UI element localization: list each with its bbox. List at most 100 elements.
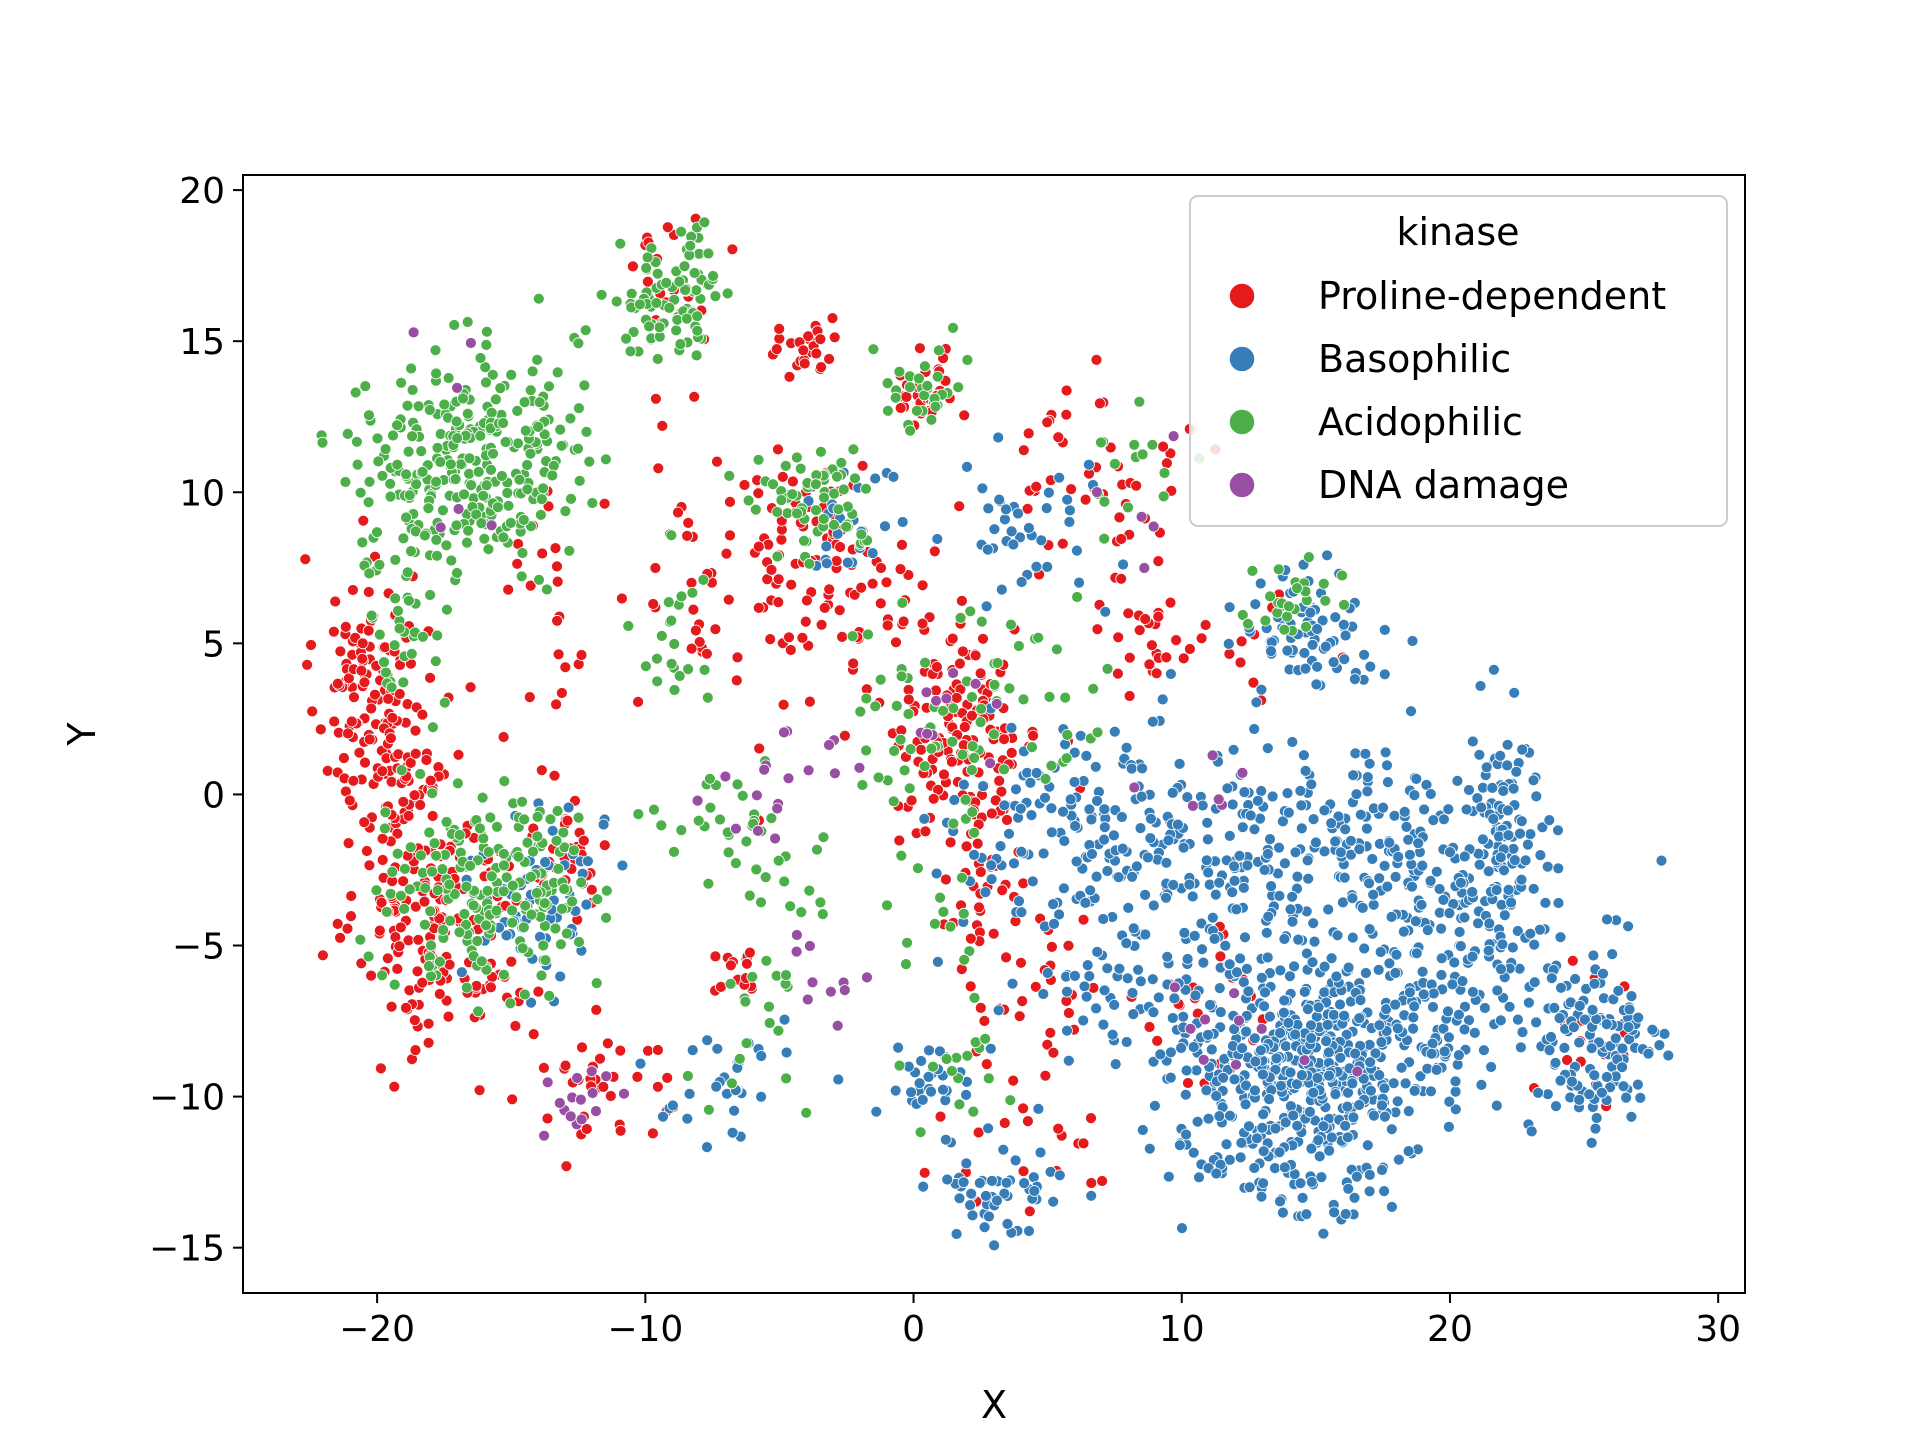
- data-point: [1385, 1123, 1398, 1136]
- data-point: [1136, 762, 1148, 775]
- x-axis: −20 −10 0 10 20 30: [339, 1293, 1741, 1350]
- data-point: [1383, 957, 1396, 970]
- data-point: [650, 392, 662, 405]
- data-point: [576, 1041, 588, 1054]
- data-point: [1116, 842, 1129, 855]
- data-point: [950, 1228, 963, 1240]
- data-point: [1298, 986, 1311, 998]
- data-point: [1466, 735, 1479, 748]
- data-point: [833, 604, 846, 617]
- data-point: [682, 663, 694, 675]
- data-point: [1354, 808, 1367, 821]
- data-point: [331, 677, 344, 690]
- data-point: [551, 575, 564, 588]
- data-point: [384, 490, 397, 503]
- data-point: [1389, 998, 1402, 1011]
- data-point: [771, 550, 784, 563]
- data-point: [622, 620, 635, 632]
- data-point: [614, 1124, 627, 1137]
- data-point: [430, 367, 443, 380]
- data-point: [1013, 1010, 1026, 1023]
- data-point: [1453, 926, 1466, 938]
- data-point: [1646, 1023, 1659, 1036]
- data-point: [1391, 1095, 1404, 1108]
- data-point: [434, 428, 447, 440]
- data-point: [1023, 1205, 1036, 1218]
- data-point: [1173, 758, 1186, 770]
- data-point: [1233, 1014, 1245, 1027]
- data-point: [1463, 784, 1475, 796]
- data-point: [479, 361, 492, 374]
- data-point: [1195, 917, 1208, 930]
- data-point: [1134, 822, 1147, 834]
- data-point: [575, 876, 588, 889]
- data-point: [1230, 1058, 1242, 1071]
- data-point: [409, 900, 422, 913]
- data-point: [1298, 749, 1310, 762]
- data-point: [1030, 480, 1043, 493]
- data-point: [1458, 911, 1471, 924]
- data-point: [365, 969, 378, 982]
- data-point: [426, 810, 439, 822]
- data-point: [784, 644, 797, 656]
- data-point: [1435, 922, 1447, 935]
- data-point: [915, 743, 927, 756]
- data-point: [1116, 811, 1128, 823]
- data-point: [400, 1002, 412, 1014]
- data-point: [362, 624, 375, 637]
- data-point: [1090, 870, 1103, 883]
- data-point: [1061, 493, 1074, 506]
- data-point: [763, 1000, 775, 1013]
- data-point: [1026, 875, 1039, 888]
- data-point: [673, 275, 686, 288]
- data-point: [464, 860, 477, 872]
- data-point: [1256, 1121, 1269, 1134]
- data-point: [433, 988, 446, 1000]
- data-point: [1243, 1120, 1255, 1133]
- data-point: [1299, 765, 1312, 777]
- data-point: [881, 377, 894, 390]
- data-point: [1273, 1146, 1286, 1159]
- data-point: [982, 502, 995, 515]
- data-point: [1299, 662, 1312, 675]
- data-point: [1270, 1052, 1283, 1065]
- data-point: [1132, 963, 1144, 976]
- data-point: [653, 321, 666, 334]
- data-point: [733, 1052, 746, 1065]
- data-point: [1167, 430, 1180, 443]
- data-point: [815, 445, 827, 458]
- data-point: [683, 1088, 696, 1100]
- data-point: [1243, 1181, 1256, 1194]
- data-point: [1516, 743, 1529, 756]
- data-point: [1247, 676, 1260, 689]
- data-point: [726, 243, 739, 256]
- data-point: [1407, 1011, 1420, 1024]
- data-point: [451, 567, 463, 579]
- data-point: [429, 344, 442, 357]
- data-point: [1289, 1028, 1302, 1041]
- data-point: [1510, 765, 1523, 778]
- data-point: [993, 493, 1006, 506]
- data-point: [566, 895, 578, 908]
- data-point: [490, 904, 503, 917]
- data-point: [1530, 1016, 1542, 1029]
- data-point: [947, 702, 960, 715]
- data-point: [934, 1110, 947, 1123]
- data-point: [388, 639, 401, 652]
- data-point: [897, 615, 910, 628]
- x-axis-label: X: [981, 1383, 1007, 1427]
- data-point: [825, 985, 837, 998]
- data-point: [1150, 667, 1163, 680]
- data-point: [966, 691, 978, 703]
- data-point: [1177, 841, 1190, 854]
- data-point: [709, 290, 722, 303]
- data-point: [486, 368, 499, 381]
- data-point: [475, 517, 488, 529]
- data-point: [586, 497, 599, 509]
- data-point: [651, 353, 664, 365]
- data-point: [691, 324, 704, 337]
- data-point: [1338, 599, 1350, 611]
- data-point: [1127, 1008, 1140, 1020]
- data-point: [461, 536, 473, 549]
- data-point: [1601, 1071, 1613, 1083]
